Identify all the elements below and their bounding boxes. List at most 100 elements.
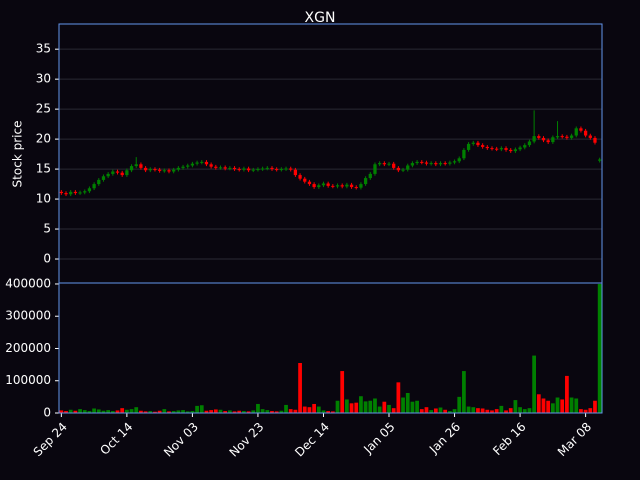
candle-body bbox=[186, 165, 190, 167]
y2-tick-label: 400000 bbox=[5, 276, 51, 290]
chart-title: XGN bbox=[305, 10, 336, 26]
volume-bar bbox=[68, 409, 73, 413]
y-tick-label: 0 bbox=[43, 252, 51, 266]
volume-bar bbox=[316, 406, 321, 413]
volume-bar bbox=[462, 371, 466, 413]
candle-body bbox=[555, 136, 560, 138]
candle-body bbox=[513, 149, 518, 152]
volume-bar bbox=[565, 375, 569, 413]
volume-bar bbox=[115, 410, 120, 413]
volume-bar bbox=[153, 411, 157, 413]
volume-bar bbox=[293, 409, 298, 413]
volume-bar bbox=[181, 410, 185, 413]
candle-body bbox=[218, 167, 223, 169]
candle-body bbox=[167, 170, 171, 172]
candle-body bbox=[466, 143, 471, 150]
candle-body bbox=[143, 167, 148, 171]
volume-bar bbox=[457, 396, 462, 413]
candle-body bbox=[434, 163, 438, 165]
volume-bar bbox=[569, 397, 574, 413]
candle-body bbox=[443, 163, 447, 165]
candle-body bbox=[598, 159, 602, 161]
volume-bar bbox=[546, 400, 551, 413]
volume-bar bbox=[218, 409, 223, 413]
volume-bar bbox=[429, 410, 434, 413]
volume-bar bbox=[82, 410, 87, 413]
candle-body bbox=[312, 184, 316, 188]
volume-bar bbox=[199, 405, 204, 413]
candle-body bbox=[532, 136, 536, 142]
candle-body bbox=[438, 163, 443, 165]
volume-bar bbox=[73, 410, 78, 413]
candle-body bbox=[64, 193, 68, 195]
candle-body bbox=[509, 149, 513, 152]
volume-bar bbox=[270, 411, 274, 413]
volume-bar bbox=[401, 397, 405, 413]
candle-body bbox=[527, 141, 532, 146]
candle-body bbox=[429, 163, 433, 165]
x-tick-label: Jan 26 bbox=[426, 420, 463, 457]
candle-body bbox=[551, 137, 555, 143]
candle-body bbox=[125, 170, 129, 176]
candle-body bbox=[162, 170, 166, 172]
candle-body bbox=[588, 135, 592, 138]
y-axis-label: Stock price bbox=[11, 121, 25, 188]
y-tick-label: 30 bbox=[36, 72, 51, 86]
volume-bar bbox=[78, 409, 82, 413]
candle-body bbox=[111, 171, 115, 174]
volume-bar bbox=[162, 409, 167, 413]
candle-body bbox=[480, 145, 485, 147]
candle-body bbox=[579, 128, 583, 131]
candle-body bbox=[134, 164, 138, 167]
candle-body bbox=[452, 161, 457, 163]
volume-bar bbox=[87, 411, 92, 413]
candle-body bbox=[181, 166, 185, 168]
volume-bar bbox=[110, 411, 115, 413]
volume-bar bbox=[232, 411, 237, 413]
candle-body bbox=[387, 163, 391, 165]
volume-bar bbox=[227, 410, 232, 413]
candle-body bbox=[92, 184, 96, 189]
volume-bar bbox=[499, 405, 504, 413]
y2-tick-label: 100000 bbox=[5, 373, 51, 387]
candle-body bbox=[396, 167, 401, 171]
candle-body bbox=[349, 184, 354, 188]
candle-body bbox=[284, 168, 288, 170]
candle-body bbox=[410, 163, 415, 166]
candle-body bbox=[120, 172, 124, 176]
candle-body bbox=[289, 168, 293, 170]
volume-bar bbox=[302, 406, 307, 413]
volume-bar bbox=[597, 283, 602, 413]
candle-body bbox=[331, 185, 335, 187]
candle-body bbox=[251, 169, 255, 171]
candle-body bbox=[195, 162, 199, 164]
volume-bar bbox=[223, 411, 228, 413]
x-tick-label: Jan 05 bbox=[360, 420, 397, 457]
candle-body bbox=[476, 142, 480, 146]
candle-body bbox=[382, 163, 386, 165]
candle-body bbox=[448, 162, 452, 164]
volume-bar bbox=[125, 409, 129, 413]
volume-bar bbox=[588, 408, 593, 413]
candle-body bbox=[83, 191, 87, 193]
candle-body bbox=[321, 183, 326, 186]
candle-body bbox=[139, 164, 143, 168]
volume-panel-frame bbox=[58, 282, 603, 414]
candle-body bbox=[457, 158, 461, 162]
volume-bar bbox=[204, 410, 209, 413]
volume-bar bbox=[550, 403, 555, 413]
candle-body bbox=[363, 178, 368, 185]
volume-bar bbox=[176, 410, 181, 413]
volume-bar bbox=[167, 411, 171, 413]
volume-bar bbox=[396, 382, 401, 413]
volume-bar bbox=[424, 407, 429, 413]
candle-body bbox=[537, 136, 541, 138]
candle-body bbox=[569, 135, 574, 138]
volume-bar bbox=[518, 407, 522, 413]
volume-bar bbox=[106, 410, 111, 413]
candle-body bbox=[485, 146, 489, 149]
volume-bar bbox=[579, 409, 583, 413]
volume-bar bbox=[405, 393, 410, 413]
volume-bar bbox=[307, 407, 312, 413]
candle-body bbox=[293, 169, 298, 176]
